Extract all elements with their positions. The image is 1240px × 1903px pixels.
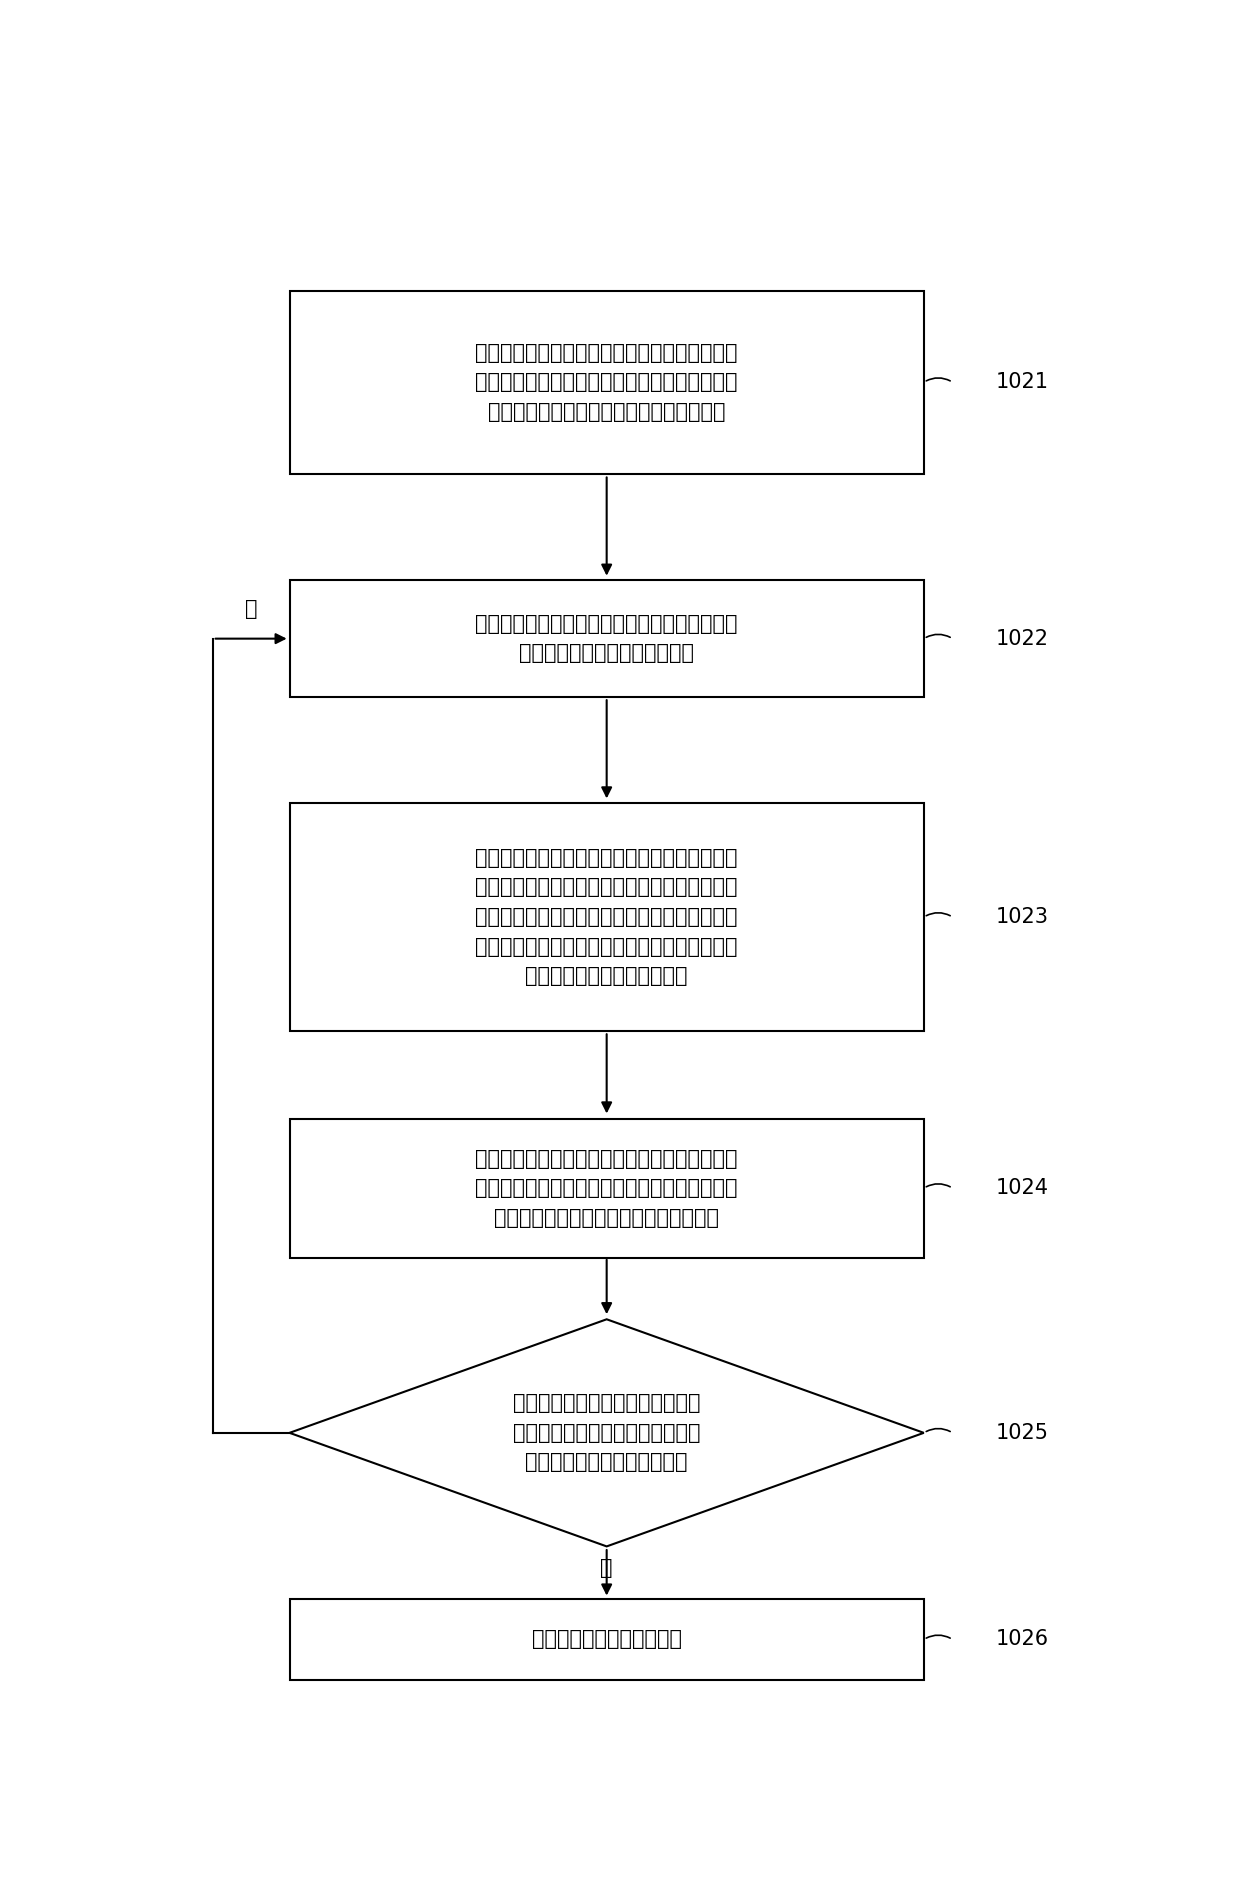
Text: 1026: 1026 bbox=[996, 1629, 1049, 1650]
Text: 1025: 1025 bbox=[996, 1423, 1049, 1442]
Text: 1022: 1022 bbox=[996, 628, 1049, 649]
Bar bbox=[289, 580, 924, 696]
Bar bbox=[289, 803, 924, 1031]
Text: 1024: 1024 bbox=[996, 1178, 1049, 1199]
Text: 在所述支撑剂的体积等于裂缝的体积的条件下，
根据所述支撑剂指数、以及所述支撑剂指数对应
的裂缝导流能力，计算第二预设裂缝半长: 在所述支撑剂的体积等于裂缝的体积的条件下， 根据所述支撑剂指数、以及所述支撑剂指… bbox=[475, 1149, 738, 1227]
Text: 1023: 1023 bbox=[996, 908, 1049, 927]
Text: 根据所述关系图版，比较所述第一
预设裂缝半长与所述第二预设裂缝
半长的差值是否在预设范围内: 根据所述关系图版，比较所述第一 预设裂缝半长与所述第二预设裂缝 半长的差值是否在… bbox=[513, 1393, 701, 1473]
Text: 根据所述不同支撑剂指数条件下的无因次裂缝导
流能力和无因次生产指数的关系图版，选择支撑
剂指数，并根据所述支撑剂指数对应的裂缝导流
能力、以及所述支撑剂的渗透率: 根据所述不同支撑剂指数条件下的无因次裂缝导 流能力和无因次生产指数的关系图版，选… bbox=[475, 849, 738, 986]
Text: 根据所述储集层的地质资料和测井资料选择支撑
剂，并测定所述支撑剂的渗透率: 根据所述储集层的地质资料和测井资料选择支撑 剂，并测定所述支撑剂的渗透率 bbox=[475, 615, 738, 664]
Text: 根据所述储集层的地质资料和测井资料，确定单
井对应的区块储集层的油藏体积、以及改造所述
单井对应的区块储集层所需的支撑剂的体积: 根据所述储集层的地质资料和测井资料，确定单 井对应的区块储集层的油藏体积、以及改… bbox=[475, 343, 738, 422]
Bar bbox=[289, 1119, 924, 1258]
Text: 确定优化的裂缝半长的范围: 确定优化的裂缝半长的范围 bbox=[532, 1629, 682, 1650]
Bar bbox=[289, 291, 924, 474]
Polygon shape bbox=[289, 1319, 924, 1547]
Text: 1021: 1021 bbox=[996, 373, 1049, 392]
Bar bbox=[289, 1599, 924, 1680]
Text: 是: 是 bbox=[600, 1559, 613, 1578]
Text: 否: 否 bbox=[244, 599, 258, 618]
